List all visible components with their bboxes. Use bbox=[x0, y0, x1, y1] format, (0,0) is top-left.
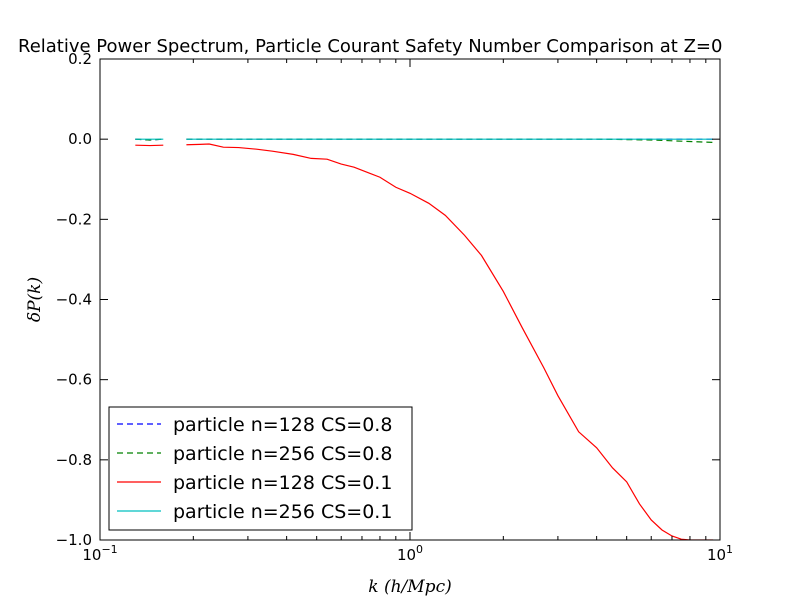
legend-label: particle n=256 CS=0.8 bbox=[173, 443, 392, 465]
x-axis-label: k (h/Mpc) bbox=[368, 577, 451, 597]
y-tick-label: 0.2 bbox=[68, 50, 92, 68]
y-tick-label: −0.8 bbox=[56, 451, 92, 469]
y-tick-label: −1.0 bbox=[56, 531, 92, 549]
legend: particle n=128 CS=0.8 particle n=256 CS=0… bbox=[108, 406, 413, 531]
y-axis: 0.2 0.0 −0.2 −0.4 −0.6 −0.8 −1.0 bbox=[56, 50, 720, 549]
series-3 bbox=[135, 143, 714, 540]
y-tick-label: −0.2 bbox=[56, 210, 92, 228]
plot-area bbox=[135, 138, 714, 540]
legend-item: particle n=256 CS=0.1 bbox=[117, 501, 392, 523]
legend-label: particle n=128 CS=0.1 bbox=[173, 472, 392, 494]
y-tick-label: −0.6 bbox=[56, 371, 92, 389]
x-tick-label: 100 bbox=[397, 543, 423, 564]
y-axis-label: δP(k) bbox=[25, 277, 45, 322]
series-3-line-segment bbox=[186, 143, 714, 540]
chart-title: Relative Power Spectrum, Particle Couran… bbox=[18, 36, 722, 57]
legend-label: particle n=128 CS=0.8 bbox=[173, 414, 392, 436]
legend-box bbox=[108, 406, 413, 531]
y-tick-label: −0.4 bbox=[56, 291, 92, 309]
legend-item: particle n=128 CS=0.8 bbox=[117, 414, 392, 436]
legend-label: particle n=256 CS=0.1 bbox=[173, 501, 392, 523]
x-tick-label: 101 bbox=[707, 543, 733, 564]
x-axis: 10−1 100 101 bbox=[82, 59, 733, 564]
legend-item: particle n=256 CS=0.8 bbox=[117, 443, 392, 465]
x-tick-label: 10−1 bbox=[82, 543, 117, 564]
y-tick-label: 0.0 bbox=[68, 130, 92, 148]
legend-item: particle n=128 CS=0.1 bbox=[117, 472, 392, 494]
